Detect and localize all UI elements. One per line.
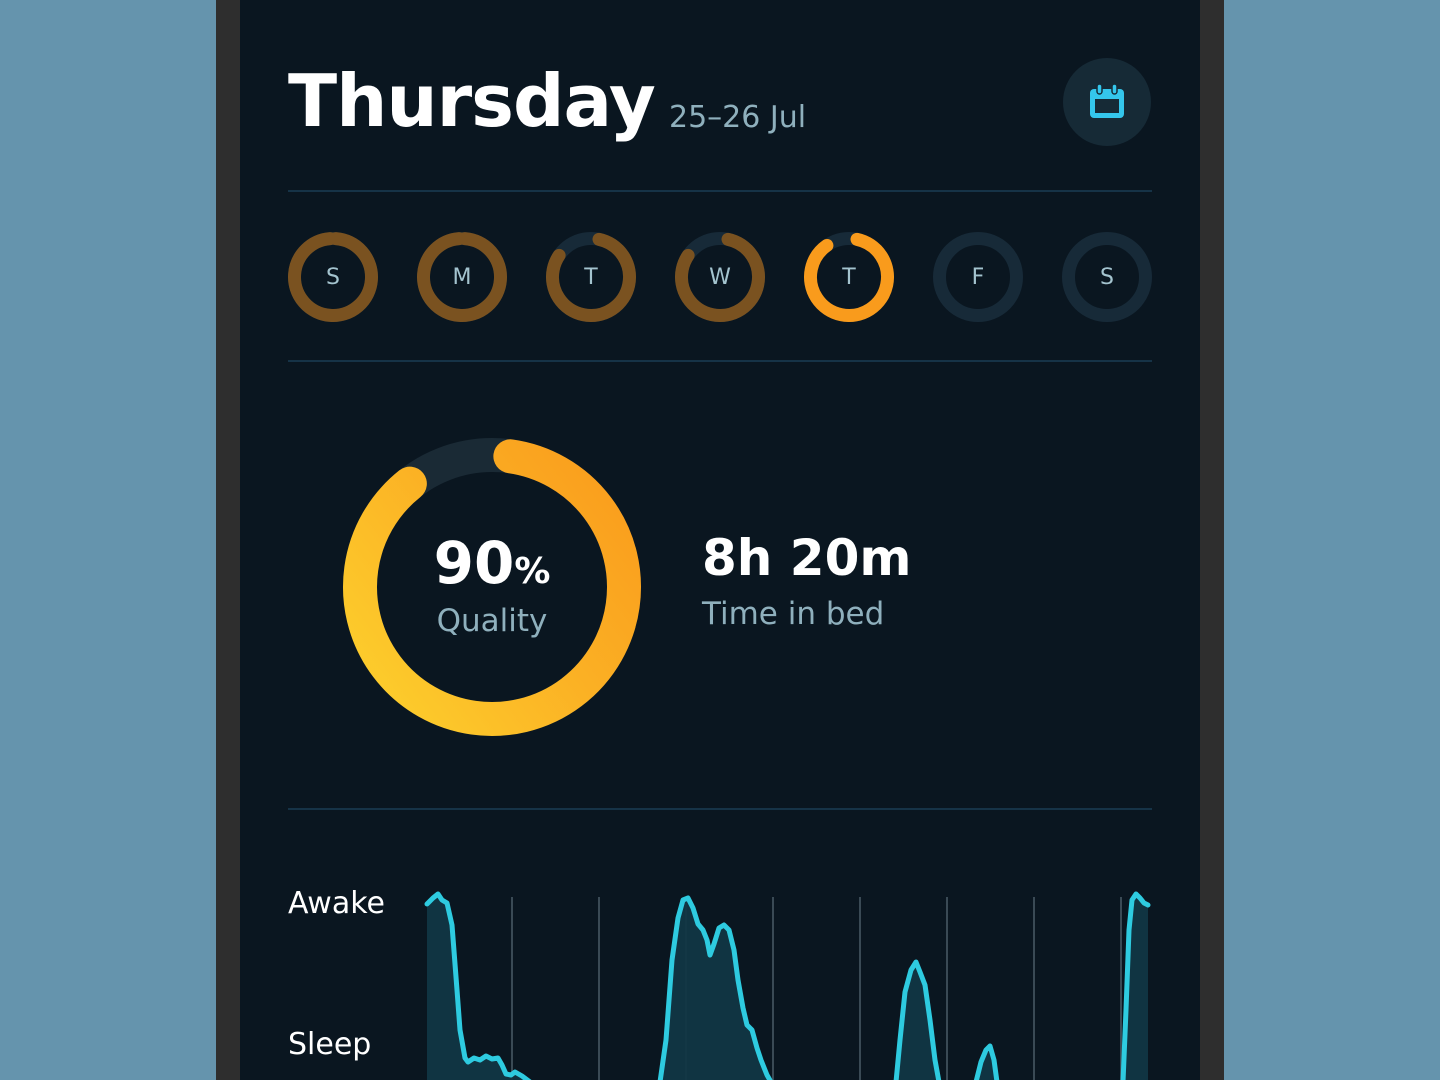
progress-ring-icon [933, 232, 1023, 322]
progress-ring-icon [417, 232, 507, 322]
chart-gridlines [511, 897, 1122, 1080]
progress-ring-icon [804, 232, 894, 322]
chart-label-sleep: Sleep [288, 1027, 372, 1062]
progress-ring-icon [675, 232, 765, 322]
chart-label-awake: Awake [288, 886, 385, 921]
progress-ring-icon [1062, 232, 1152, 322]
time-in-bed-label: Time in bed [702, 596, 885, 632]
day-tuesday[interactable]: T [546, 232, 636, 322]
week-selector: S M T W [288, 232, 1152, 322]
divider [288, 190, 1152, 192]
day-sunday[interactable]: S [288, 232, 378, 322]
progress-ring-icon [288, 232, 378, 322]
day-thursday-selected[interactable]: T [804, 232, 894, 322]
quality-label: Quality [436, 602, 548, 639]
sleep-line [424, 891, 1151, 1080]
day-saturday[interactable]: S [1062, 232, 1152, 322]
day-label: W [709, 264, 731, 290]
day-friday[interactable]: F [933, 232, 1023, 322]
quality-ring-chart [343, 438, 641, 736]
sleep-cycle-chart [424, 891, 1151, 1080]
day-wednesday[interactable]: W [675, 232, 765, 322]
calendar-icon [1090, 83, 1124, 118]
date-range: 25–26 Jul [669, 100, 807, 135]
progress-ring-icon [546, 232, 636, 322]
quality-value: 90% [433, 528, 551, 597]
day-label: T [842, 264, 856, 290]
day-monday[interactable]: M [417, 232, 507, 322]
day-label: F [971, 264, 985, 290]
sleep-area-fill [427, 894, 1148, 1080]
day-label: T [584, 264, 598, 290]
quality-summary: 90% Quality [342, 437, 642, 737]
app-screen: Thursday 25–26 Jul S M [240, 0, 1200, 1080]
divider [288, 808, 1152, 810]
time-in-bed-value: 8h 20m [702, 529, 912, 587]
page-title: Thursday [288, 59, 656, 143]
day-label: S [326, 264, 340, 290]
calendar-button[interactable] [1063, 58, 1151, 146]
day-label: S [1100, 264, 1114, 290]
divider [288, 360, 1152, 362]
day-label: M [452, 264, 472, 290]
time-in-bed-summary: 8h 20m Time in bed [702, 528, 911, 636]
